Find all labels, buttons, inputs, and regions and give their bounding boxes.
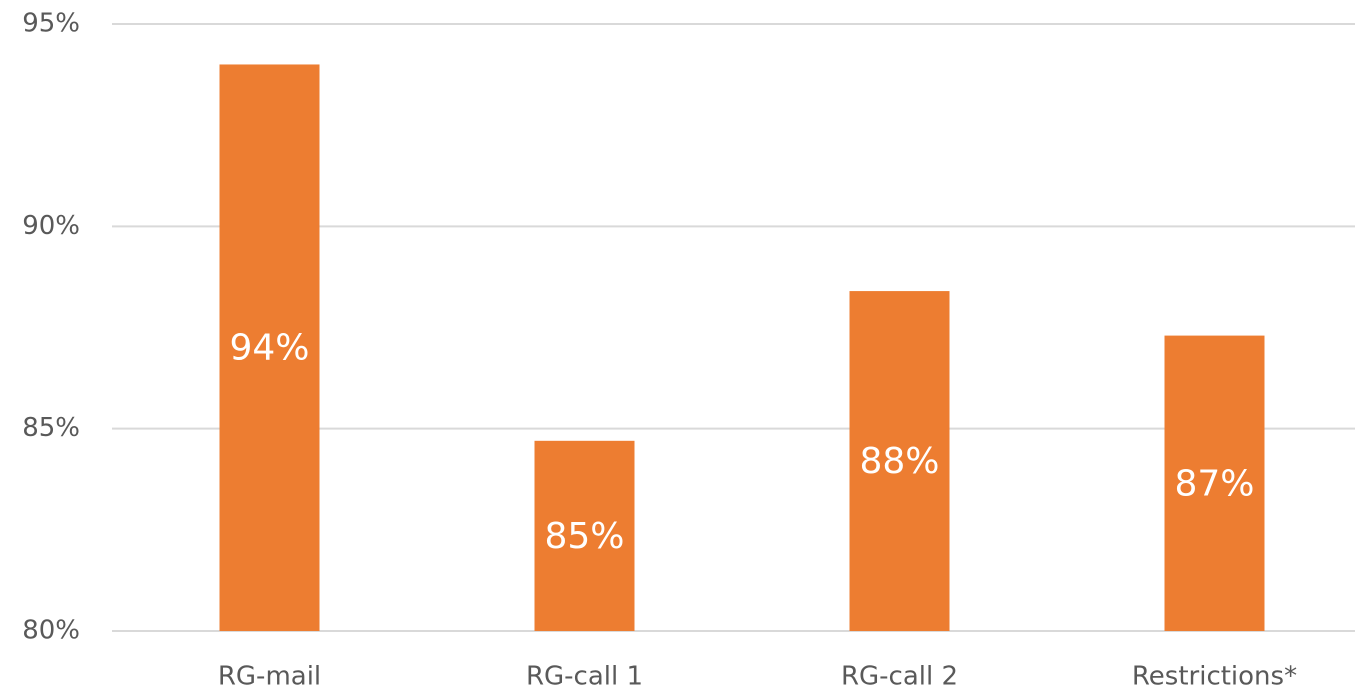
y-tick-label: 95% (22, 9, 80, 39)
data-label: 88% (859, 441, 939, 482)
data-label: 94% (229, 328, 309, 369)
y-tick-label: 90% (22, 211, 80, 241)
x-tick-label: Restrictions* (1132, 662, 1297, 692)
x-tick-label: RG-call 2 (841, 662, 958, 692)
bar (534, 440, 635, 631)
x-tick-label: RG-call 1 (526, 662, 643, 692)
y-tick-label: 80% (22, 616, 80, 646)
bar (1164, 335, 1265, 631)
data-label: 87% (1174, 463, 1254, 504)
data-label: 85% (544, 516, 624, 557)
bar (219, 64, 320, 631)
bar (849, 291, 950, 631)
x-tick-label: RG-mail (218, 662, 321, 692)
y-tick-label: 85% (22, 413, 80, 443)
